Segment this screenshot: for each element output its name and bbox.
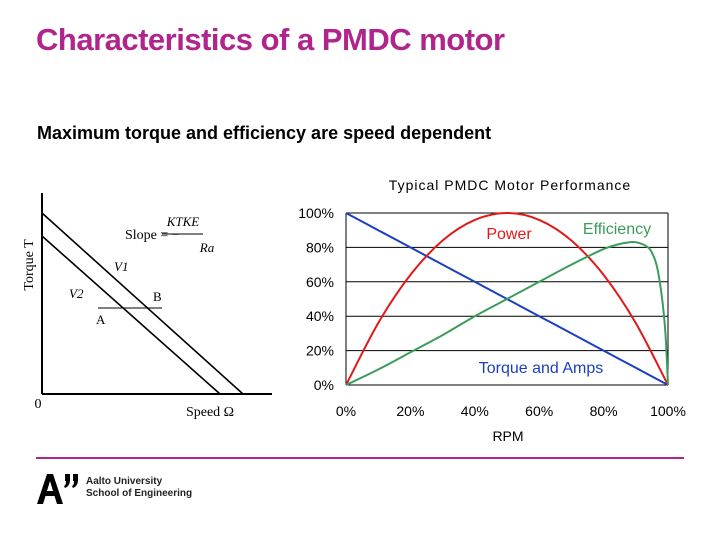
- label-v2: V2: [69, 286, 84, 301]
- footer-divider: [36, 457, 684, 459]
- chart-x-axis-label: RPM: [492, 428, 523, 444]
- diagram-line-v1: [41, 212, 244, 395]
- torque-speed-diagram: Torque T Speed Ω 0 Slope = − KTKE Ra V1 …: [22, 193, 272, 420]
- chart-x-tick-label: 40%: [461, 403, 489, 419]
- org-line-university: Aalto University: [86, 476, 163, 487]
- series-efficiency-line: [345, 240, 669, 386]
- chart-y-tick-label: 80%: [306, 239, 334, 255]
- chart-x-tick-label: 0%: [336, 403, 356, 419]
- chart-x-tick-label: 80%: [590, 403, 618, 419]
- diagram-line-v2: [41, 235, 221, 395]
- org-name: Aalto University School of Engineering: [86, 476, 192, 500]
- performance-chart: Typical PMDC Motor Performance RPM 0% 20%…: [298, 177, 686, 444]
- slope-denominator: Ra: [199, 240, 215, 255]
- legend-efficiency: Efficiency: [583, 221, 651, 238]
- slope-numerator: KTKE: [166, 214, 200, 229]
- diagram-origin-label: 0: [35, 397, 42, 412]
- chart-x-tick-label: 20%: [396, 403, 424, 419]
- slide-subtitle: Maximum torque and efficiency are speed …: [37, 123, 492, 143]
- legend-torque-amps: Torque and Amps: [479, 360, 604, 377]
- chart-y-tick-label: 100%: [298, 205, 334, 221]
- slide-title: Characteristics of a PMDC motor: [36, 22, 505, 57]
- chart-y-tick-label: 20%: [306, 343, 334, 359]
- aalto-logo-icon: [37, 474, 78, 504]
- legend-power: Power: [486, 226, 532, 243]
- label-v1: V1: [114, 259, 128, 274]
- diagram-x-label: Speed Ω: [186, 405, 234, 420]
- chart-x-tick-label: 100%: [650, 403, 686, 419]
- chart-y-tick-label: 60%: [306, 274, 334, 290]
- label-point-a: A: [96, 312, 106, 327]
- chart-x-tick-label: 60%: [525, 403, 553, 419]
- diagram-y-label: Torque T: [22, 239, 37, 291]
- chart-title: Typical PMDC Motor Performance: [389, 177, 631, 193]
- label-point-b: B: [153, 289, 162, 304]
- slope-prefix: Slope = −: [125, 228, 180, 243]
- org-line-school: School of Engineering: [86, 488, 193, 499]
- series-power-line: [345, 211, 669, 386]
- chart-y-tick-label: 40%: [306, 308, 334, 324]
- chart-y-tick-label: 0%: [314, 377, 334, 393]
